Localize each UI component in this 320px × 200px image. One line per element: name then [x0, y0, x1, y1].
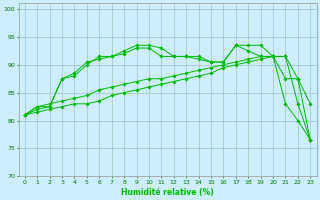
X-axis label: Humidité relative (%): Humidité relative (%) — [121, 188, 214, 197]
